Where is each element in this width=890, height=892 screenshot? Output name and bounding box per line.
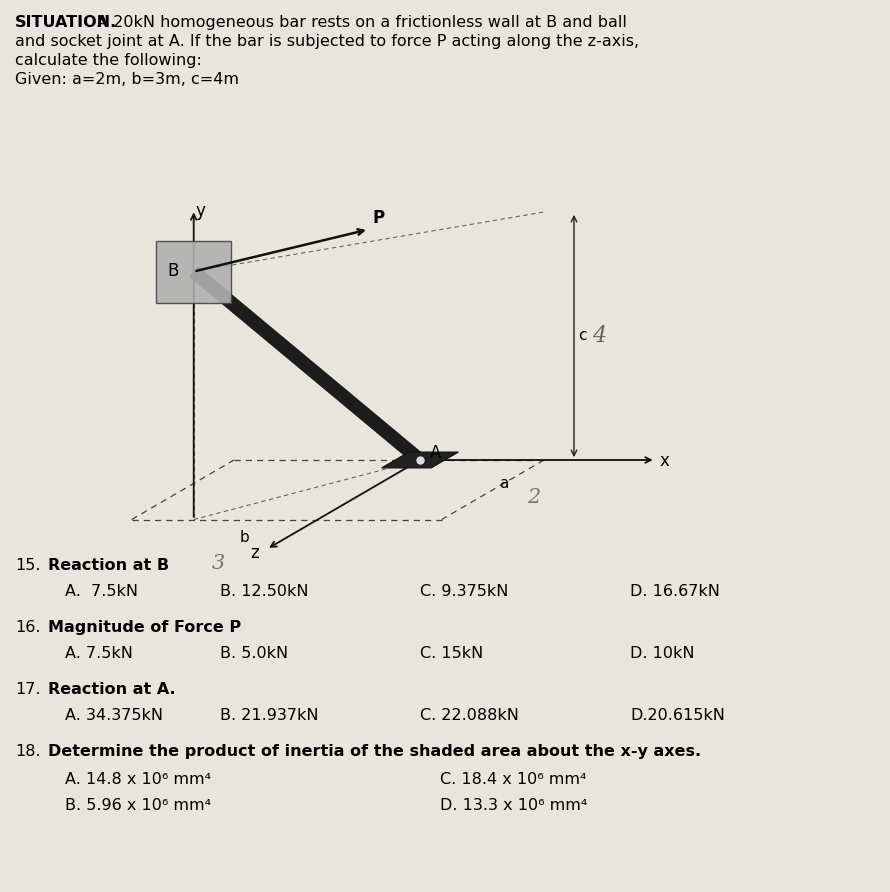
Text: 16.: 16. <box>15 620 41 635</box>
Text: x: x <box>659 452 669 470</box>
Text: B. 5.96 x 10⁶ mm⁴: B. 5.96 x 10⁶ mm⁴ <box>65 798 211 813</box>
Text: 17.: 17. <box>15 682 41 697</box>
Text: 2: 2 <box>527 488 540 507</box>
Text: 4: 4 <box>592 325 606 347</box>
Text: C. 18.4 x 10⁶ mm⁴: C. 18.4 x 10⁶ mm⁴ <box>440 772 587 787</box>
Text: Magnitude of Force P: Magnitude of Force P <box>48 620 241 635</box>
Text: C. 9.375kN: C. 9.375kN <box>420 584 508 599</box>
Text: y: y <box>196 202 206 219</box>
Text: A 20kN homogeneous bar rests on a frictionless wall at B and ball: A 20kN homogeneous bar rests on a fricti… <box>92 15 627 30</box>
Text: b: b <box>239 530 249 545</box>
Text: 3: 3 <box>212 555 225 574</box>
Text: Given: a=2m, b=3m, c=4m: Given: a=2m, b=3m, c=4m <box>15 72 239 87</box>
Text: D.20.615kN: D.20.615kN <box>630 708 724 723</box>
Text: B. 12.50kN: B. 12.50kN <box>220 584 309 599</box>
Text: calculate the following:: calculate the following: <box>15 53 202 68</box>
Text: A: A <box>430 444 441 462</box>
Text: z: z <box>251 544 259 562</box>
Polygon shape <box>157 241 231 302</box>
Text: a: a <box>499 476 509 491</box>
Polygon shape <box>382 452 458 468</box>
Text: B: B <box>167 261 179 279</box>
Text: Reaction at B: Reaction at B <box>48 558 169 573</box>
Text: 15.: 15. <box>15 558 41 573</box>
Text: A.  7.5kN: A. 7.5kN <box>65 584 138 599</box>
Text: A. 14.8 x 10⁶ mm⁴: A. 14.8 x 10⁶ mm⁴ <box>65 772 211 787</box>
Text: B. 21.937kN: B. 21.937kN <box>220 708 319 723</box>
Text: A. 34.375kN: A. 34.375kN <box>65 708 163 723</box>
Text: Determine the product of inertia of the shaded area about the x-y axes.: Determine the product of inertia of the … <box>48 744 701 759</box>
Text: B. 5.0kN: B. 5.0kN <box>220 646 288 661</box>
Text: D. 16.67kN: D. 16.67kN <box>630 584 720 599</box>
Text: Reaction at A.: Reaction at A. <box>48 682 175 697</box>
Text: P: P <box>373 210 385 227</box>
Text: 18.: 18. <box>15 744 41 759</box>
Text: SITUATION.: SITUATION. <box>15 15 117 30</box>
Text: D. 10kN: D. 10kN <box>630 646 694 661</box>
Text: C. 15kN: C. 15kN <box>420 646 483 661</box>
Text: and socket joint at A. If the bar is subjected to force P acting along the z-axi: and socket joint at A. If the bar is sub… <box>15 34 639 49</box>
Text: D. 13.3 x 10⁶ mm⁴: D. 13.3 x 10⁶ mm⁴ <box>440 798 587 813</box>
Text: A. 7.5kN: A. 7.5kN <box>65 646 133 661</box>
Text: C. 22.088kN: C. 22.088kN <box>420 708 519 723</box>
Text: c: c <box>578 328 587 343</box>
